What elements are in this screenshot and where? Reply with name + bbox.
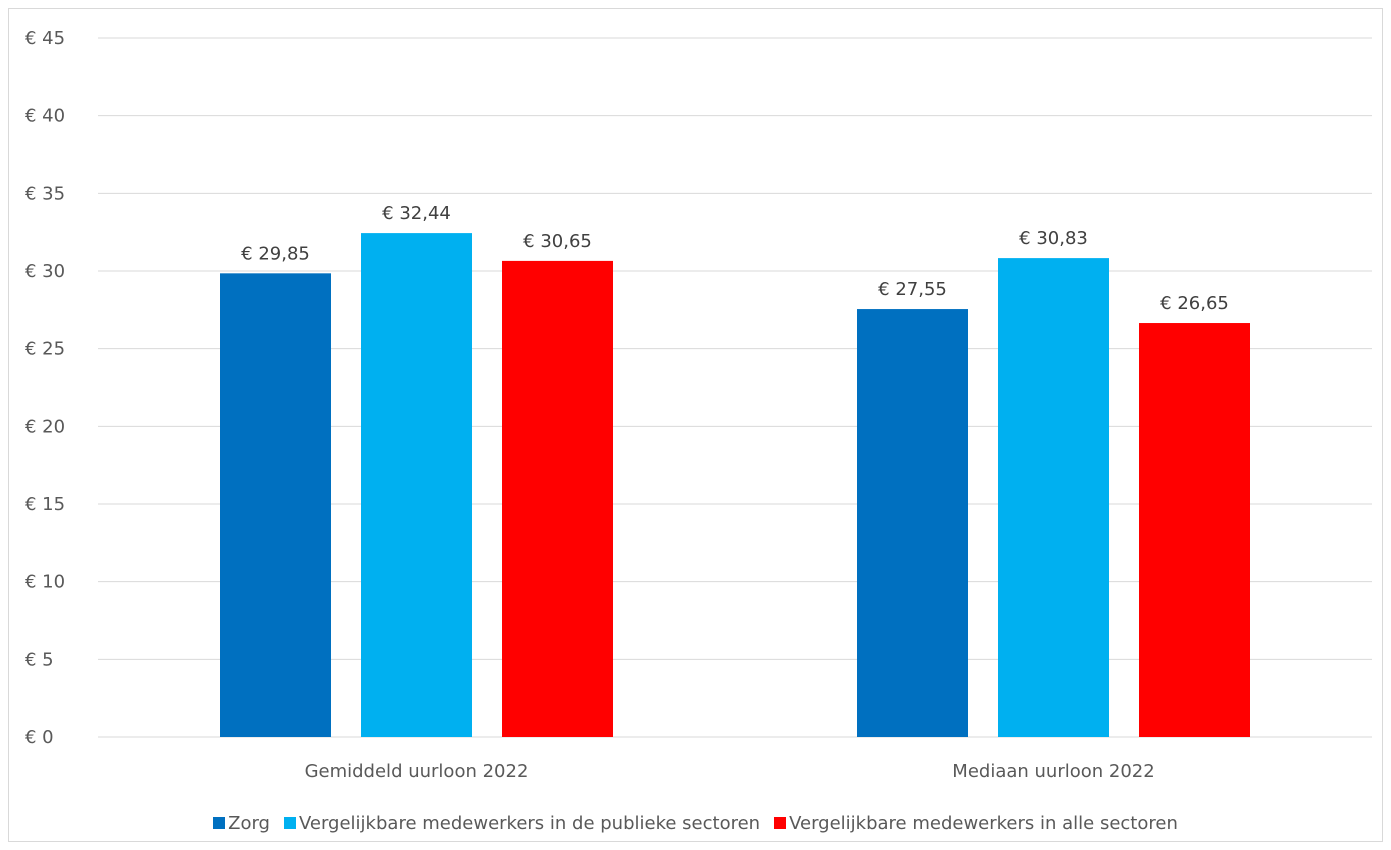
bar [220,273,331,737]
data-label: € 29,85 [241,243,310,264]
data-labels: € 29,85 € 32,44 € 30,65 € 27,55 € 30,83 € 26,… [241,203,1229,314]
legend-swatch [213,817,226,829]
y-tick-label: € 15 [25,494,65,515]
legend-swatch [283,817,296,829]
data-label: € 27,55 [878,279,947,300]
y-tick-label: € 10 [25,572,65,593]
data-label: € 26,65 [1160,293,1229,314]
legend-label: Vergelijkbare medewerkers in de publieke… [298,812,761,834]
bar [361,233,472,737]
category-labels: Gemiddeld uurloon 2022 Mediaan uurloon 20… [305,761,1155,782]
bar [1139,323,1250,737]
y-tick-label: € 20 [25,416,65,437]
bar [998,258,1109,737]
y-tick-label: € 35 [25,183,65,204]
data-label: € 30,83 [1019,228,1088,249]
data-label: € 30,65 [523,231,592,252]
y-tick-label: € 30 [25,261,65,282]
legend-label: Vergelijkbare medewerkers in alle sector… [789,812,1178,834]
category-label: Gemiddeld uurloon 2022 [305,761,529,782]
y-tick-label: € 25 [25,339,65,360]
bars [220,233,1250,737]
bar [857,309,968,737]
y-tick-label: € 40 [25,106,65,127]
category-label: Mediaan uurloon 2022 [952,761,1154,782]
legend-swatch [774,817,787,829]
legend-item: Vergelijkbare medewerkers in alle sector… [774,813,1178,834]
legend-label: Zorg [228,812,270,834]
legend-item: Zorg [213,813,270,834]
y-tick-label: € 0 [25,727,54,748]
bar [502,260,613,737]
bar-chart: € 0 € 5 € 10 € 15 € 20 € 25 € 30 € 35 € 40 € 45 €… [25,28,1372,782]
y-axis-tick-labels: € 0 € 5 € 10 € 15 € 20 € 25 € 30 € 35 € 40 € 45 [25,28,65,748]
legend: Zorg Vergelijkbare medewerkers in de publ… [0,807,1391,839]
y-tick-label: € 5 [25,649,54,670]
y-tick-label: € 45 [25,28,65,49]
data-label: € 32,44 [382,203,451,224]
legend-item: Vergelijkbare medewerkers in de publieke… [283,812,761,834]
